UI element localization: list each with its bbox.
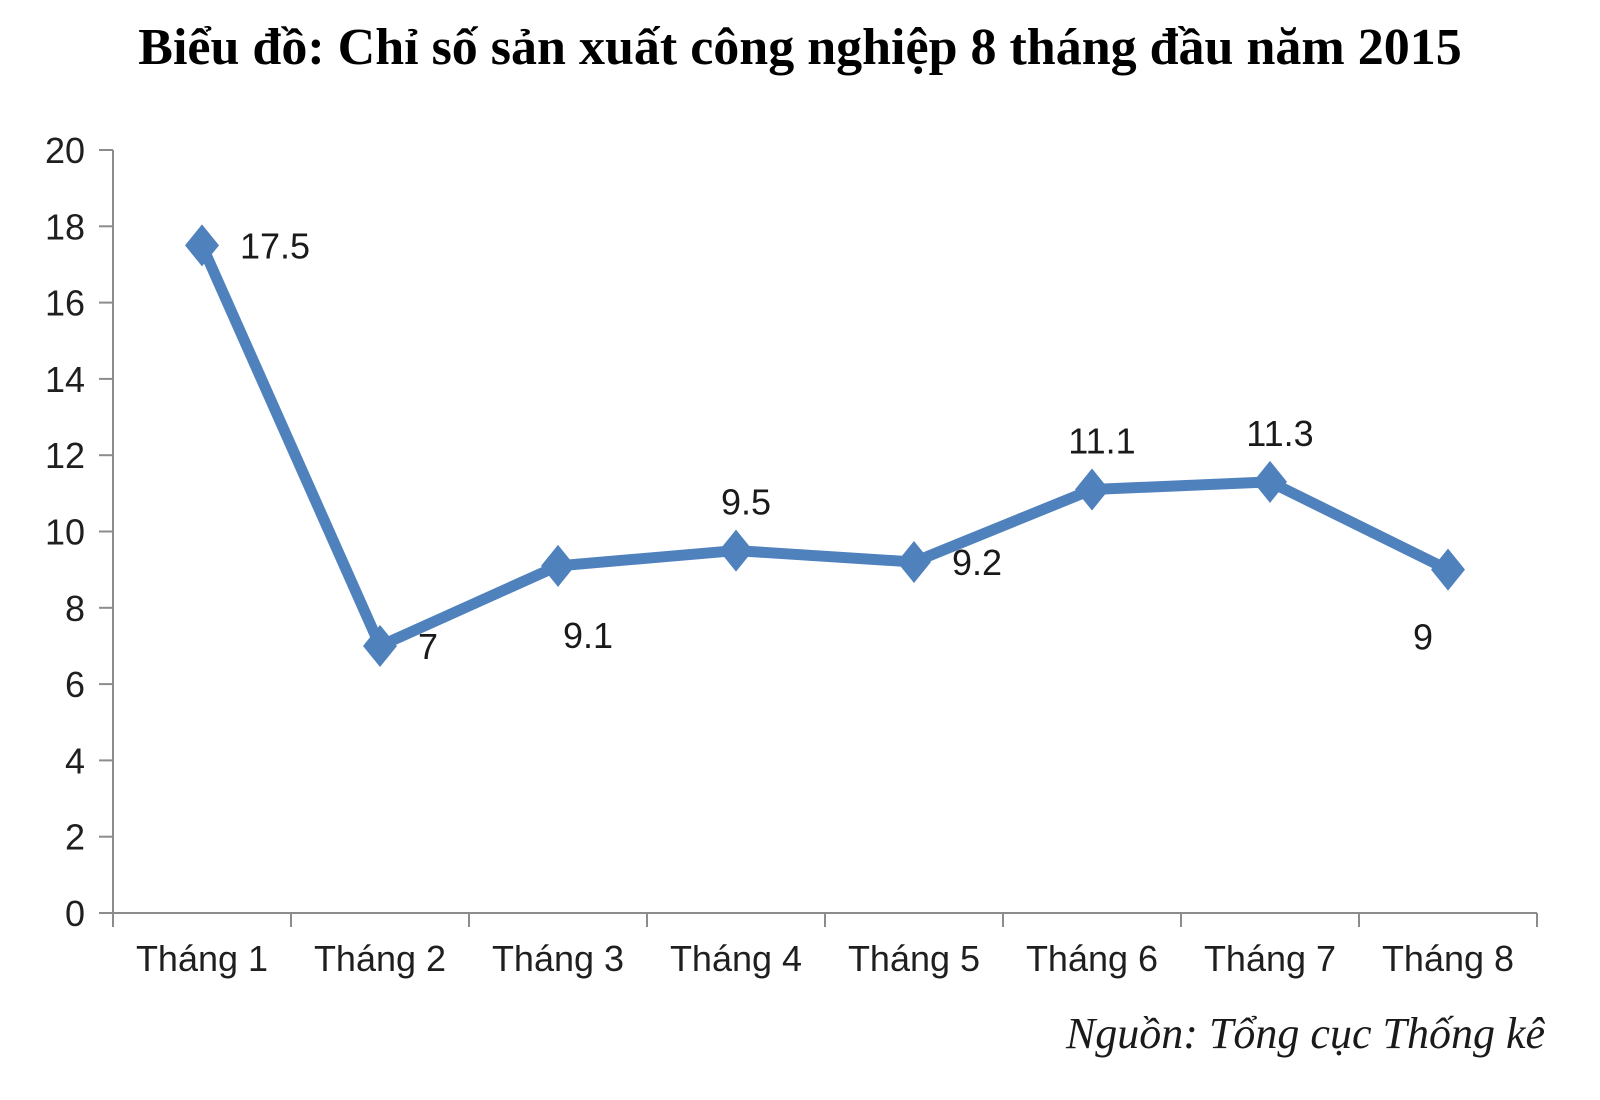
y-axis-tick-label: 0 — [65, 893, 85, 934]
data-point-marker — [719, 529, 753, 572]
data-point-marker — [1253, 460, 1287, 503]
data-point-label: 11.1 — [1068, 421, 1135, 462]
data-point-label: 9.5 — [721, 482, 771, 523]
data-point-marker — [1431, 548, 1465, 591]
y-axis-tick-label: 6 — [65, 664, 85, 705]
data-point-label: 9.2 — [952, 542, 1002, 583]
x-axis-category-label: Tháng 4 — [670, 938, 802, 979]
x-axis-category-label: Tháng 7 — [1204, 938, 1336, 979]
x-axis-category-label: Tháng 3 — [492, 938, 624, 979]
y-axis-tick-label: 18 — [45, 206, 85, 247]
data-point-label: 9 — [1413, 617, 1433, 658]
y-axis-tick-label: 4 — [65, 740, 85, 781]
source-caption: Nguồn: Tổng cục Thống kê — [1065, 1009, 1545, 1058]
y-axis-tick-label: 20 — [45, 130, 85, 171]
data-point-label: 11.3 — [1246, 413, 1313, 454]
chart-title: Biểu đồ: Chỉ số sản xuất công nghiệp 8 t… — [138, 19, 1462, 76]
data-point-marker — [185, 224, 219, 267]
y-axis-tick-label: 12 — [45, 435, 85, 476]
data-point-marker — [1075, 468, 1109, 511]
x-axis-category-label: Tháng 5 — [848, 938, 980, 979]
data-point-marker — [541, 544, 575, 587]
y-axis-tick-label: 16 — [45, 283, 85, 324]
y-axis-tick-label: 14 — [45, 359, 85, 400]
x-axis-category-label: Tháng 6 — [1026, 938, 1158, 979]
y-axis-tick-label: 2 — [65, 817, 85, 858]
data-point-marker — [897, 541, 931, 584]
data-line — [196, 239, 1454, 652]
y-axis-tick-label: 10 — [45, 512, 85, 553]
x-axis-category-label: Tháng 1 — [136, 938, 268, 979]
data-point-label: 7 — [418, 626, 438, 667]
x-axis-category-label: Tháng 8 — [1382, 938, 1514, 979]
y-axis-tick-label: 8 — [65, 588, 85, 629]
data-point-marker — [363, 624, 397, 667]
x-axis-category-label: Tháng 2 — [314, 938, 446, 979]
data-point-label: 17.5 — [240, 225, 310, 266]
data-point-label: 9.1 — [563, 615, 613, 656]
